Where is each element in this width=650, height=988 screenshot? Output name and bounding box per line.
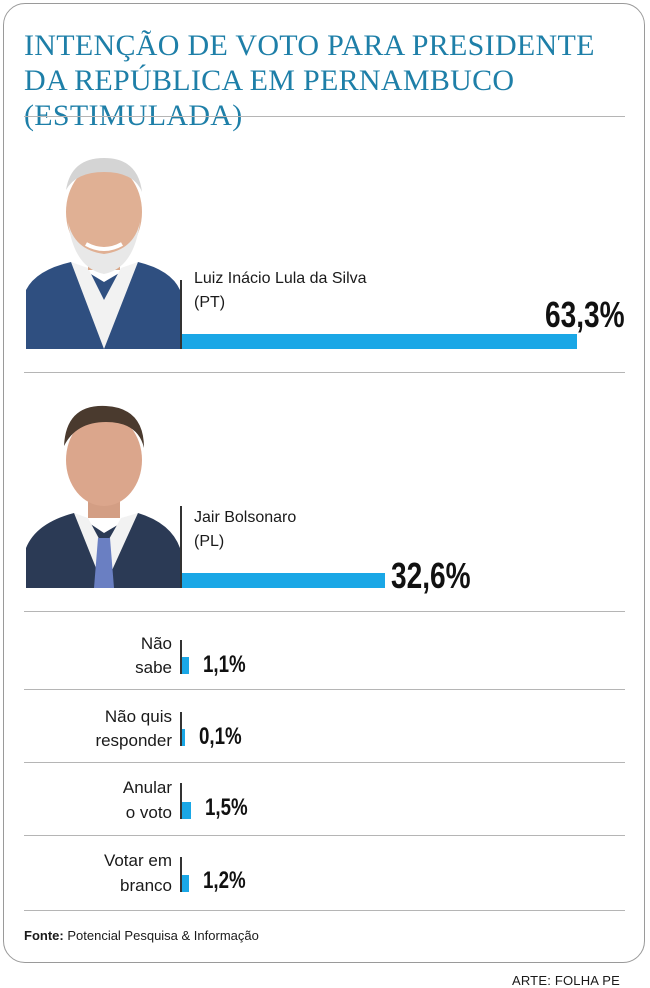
source-text: Potencial Pesquisa & Informação (67, 928, 259, 943)
candidate-name: Jair Bolsonaro (194, 509, 297, 526)
axis-line (180, 712, 182, 746)
value-label-votar-em-branco: 1,2% (203, 867, 247, 894)
portrait-lula (26, 150, 180, 349)
option-label: Não (140, 634, 172, 653)
bar-nao-sabe (182, 657, 189, 674)
axis-line (180, 857, 182, 892)
chart-title: INTENÇÃO DE VOTO PARA PRESIDENTE DA REPÚ… (24, 29, 595, 132)
value-label-lula: 63,3% (545, 294, 625, 335)
candidate-party: (PL) (194, 533, 225, 550)
portrait-bolsonaro (26, 398, 180, 588)
bar-votar-em-branco (182, 875, 190, 892)
bar-bolsonaro (182, 573, 386, 588)
option-label: Votar em (103, 851, 172, 870)
divider (24, 762, 625, 763)
option-label: Não quis (104, 707, 172, 726)
source-label: Fonte: (24, 928, 64, 943)
axis-line (180, 280, 182, 349)
value-label-nao-quis-responder: 0,1% (199, 723, 242, 750)
divider (24, 910, 625, 911)
divider (24, 116, 625, 117)
value-label-anular-o-voto: 1,5% (205, 794, 249, 821)
divider (24, 611, 625, 612)
divider (24, 372, 625, 373)
option-label: responder (95, 731, 172, 750)
option-label: sabe (135, 658, 172, 677)
axis-line (180, 640, 182, 674)
bar-nao-quis-responder (182, 729, 185, 746)
option-label: Anular (122, 778, 172, 797)
value-label-nao-sabe: 1,1% (202, 651, 246, 678)
option-label: o voto (125, 803, 172, 822)
art-credit: ARTE: FOLHA PE (511, 973, 620, 988)
candidate-name: Luiz Inácio Lula da Silva (194, 270, 367, 287)
value-label-bolsonaro: 32,6% (391, 555, 472, 596)
bar-anular-o-voto (182, 802, 192, 819)
divider (24, 689, 625, 690)
bar-lula (182, 334, 577, 349)
option-label: branco (120, 876, 172, 895)
axis-line (180, 506, 182, 588)
source-note: Fonte: Potencial Pesquisa & Informação (24, 928, 259, 943)
candidate-party: (PT) (194, 294, 226, 311)
axis-line (180, 783, 182, 819)
divider (24, 835, 625, 836)
